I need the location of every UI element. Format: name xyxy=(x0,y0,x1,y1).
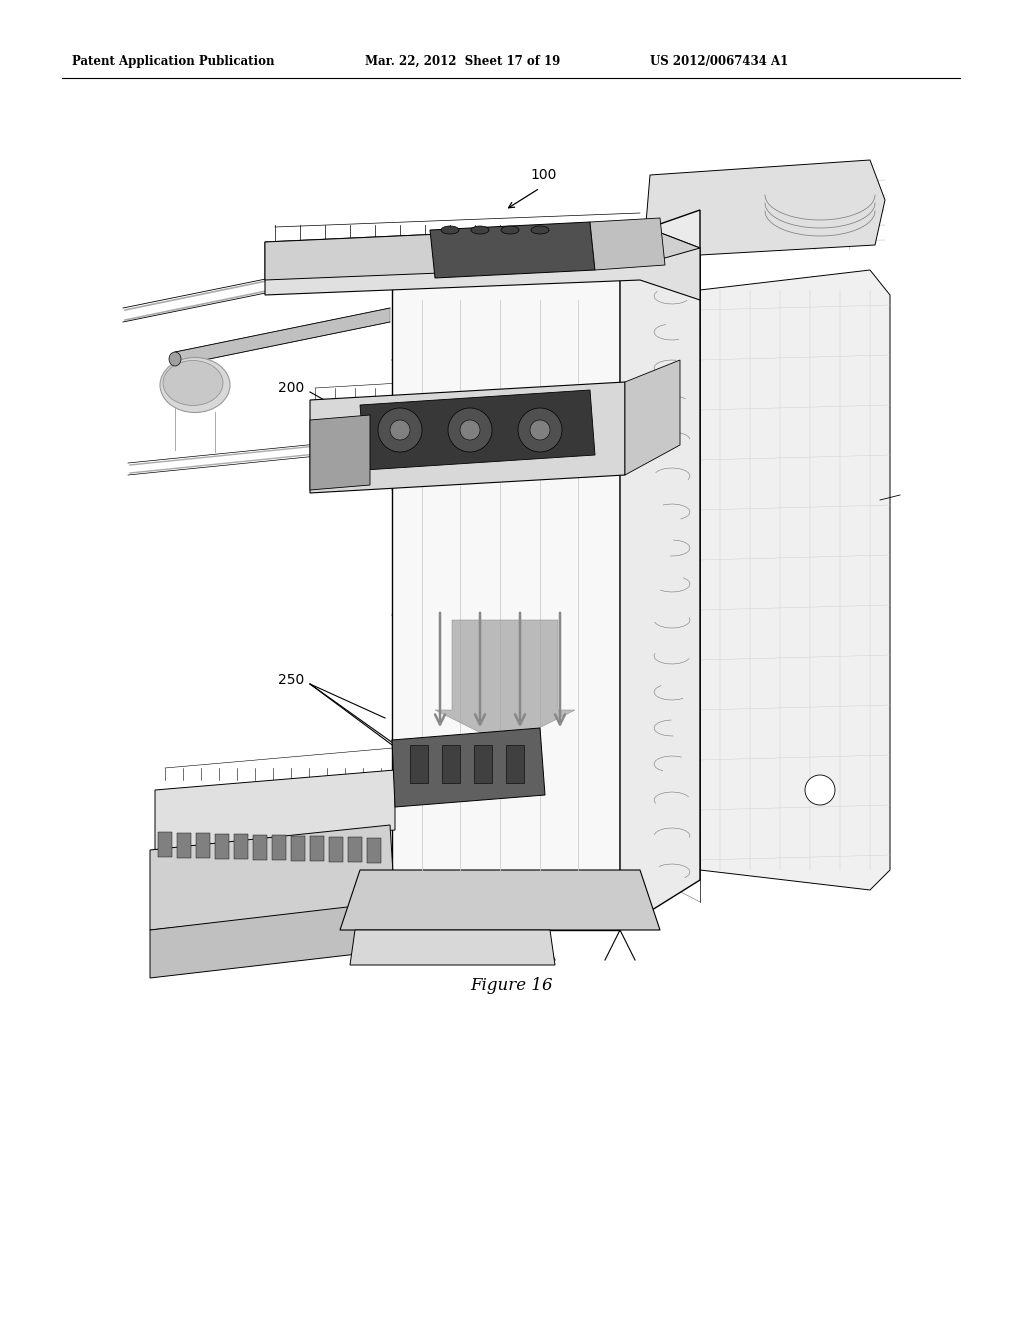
Polygon shape xyxy=(265,224,700,280)
Circle shape xyxy=(518,408,562,451)
Bar xyxy=(253,834,267,859)
Polygon shape xyxy=(392,238,620,931)
Polygon shape xyxy=(700,271,890,890)
Polygon shape xyxy=(430,222,595,279)
Bar xyxy=(474,744,492,783)
Ellipse shape xyxy=(160,358,230,412)
Polygon shape xyxy=(620,210,700,931)
Polygon shape xyxy=(310,414,370,490)
Bar xyxy=(196,833,210,858)
Bar xyxy=(310,836,324,861)
Text: US 2012/0067434 A1: US 2012/0067434 A1 xyxy=(650,55,788,69)
Circle shape xyxy=(449,408,492,451)
Circle shape xyxy=(390,420,410,440)
Polygon shape xyxy=(150,825,395,931)
Polygon shape xyxy=(645,160,885,255)
Bar xyxy=(291,836,305,861)
Polygon shape xyxy=(350,931,555,965)
Circle shape xyxy=(460,420,480,440)
Bar xyxy=(410,744,428,783)
Ellipse shape xyxy=(169,352,181,366)
Ellipse shape xyxy=(501,226,519,234)
Text: 250: 250 xyxy=(278,673,304,686)
Polygon shape xyxy=(625,360,680,475)
Bar xyxy=(177,833,191,858)
Polygon shape xyxy=(150,902,392,978)
Polygon shape xyxy=(340,870,660,931)
Polygon shape xyxy=(175,308,390,366)
Text: Patent Application Publication: Patent Application Publication xyxy=(72,55,274,69)
Polygon shape xyxy=(392,729,545,807)
Polygon shape xyxy=(310,381,625,492)
Bar xyxy=(442,744,460,783)
Circle shape xyxy=(378,408,422,451)
Bar xyxy=(234,834,248,859)
Polygon shape xyxy=(360,389,595,470)
Bar xyxy=(367,837,381,862)
Polygon shape xyxy=(155,770,395,850)
Polygon shape xyxy=(265,224,700,300)
Bar xyxy=(506,744,524,783)
Ellipse shape xyxy=(441,226,459,234)
Bar xyxy=(272,836,286,861)
Bar xyxy=(329,837,343,862)
Text: Mar. 22, 2012  Sheet 17 of 19: Mar. 22, 2012 Sheet 17 of 19 xyxy=(365,55,560,69)
Bar xyxy=(215,833,229,858)
Bar xyxy=(158,832,172,857)
Polygon shape xyxy=(590,218,665,271)
Text: 200: 200 xyxy=(278,381,304,395)
Ellipse shape xyxy=(163,360,223,405)
Ellipse shape xyxy=(471,226,489,234)
Ellipse shape xyxy=(531,226,549,234)
Bar xyxy=(348,837,362,862)
Text: 100: 100 xyxy=(530,168,556,182)
Polygon shape xyxy=(435,620,575,744)
Circle shape xyxy=(530,420,550,440)
Circle shape xyxy=(805,775,835,805)
Text: Figure 16: Figure 16 xyxy=(471,977,553,994)
